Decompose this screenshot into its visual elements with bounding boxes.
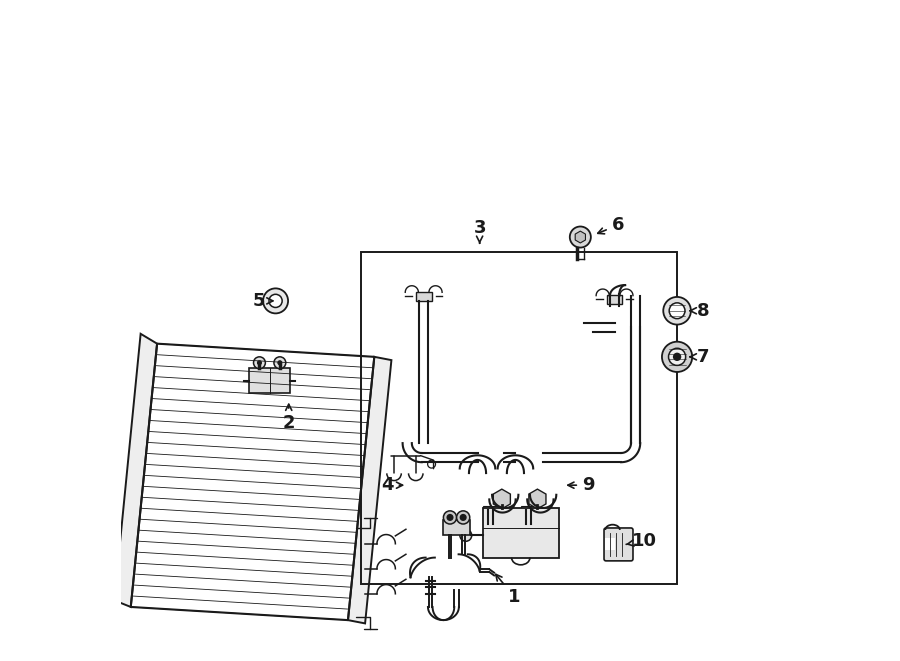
Circle shape <box>460 529 472 541</box>
Bar <box>482 518 499 524</box>
Circle shape <box>254 357 266 369</box>
Text: 8: 8 <box>690 302 710 320</box>
Circle shape <box>274 357 286 369</box>
Bar <box>249 368 290 393</box>
Circle shape <box>428 460 436 468</box>
Text: 6: 6 <box>598 216 624 234</box>
Text: 7: 7 <box>690 348 710 366</box>
Polygon shape <box>114 334 158 607</box>
Circle shape <box>278 361 282 365</box>
Bar <box>444 520 470 535</box>
Circle shape <box>663 297 691 325</box>
Circle shape <box>662 342 692 372</box>
Bar <box>416 292 432 301</box>
Circle shape <box>447 515 453 520</box>
Text: 5: 5 <box>253 292 273 310</box>
Text: 3: 3 <box>473 219 486 243</box>
FancyBboxPatch shape <box>604 528 633 561</box>
Circle shape <box>674 354 680 360</box>
Text: 10: 10 <box>626 532 657 550</box>
Circle shape <box>670 303 685 319</box>
Bar <box>521 506 536 512</box>
Circle shape <box>269 294 283 307</box>
Bar <box>482 506 499 512</box>
Circle shape <box>456 511 470 524</box>
Polygon shape <box>348 357 392 623</box>
Text: 4: 4 <box>382 476 402 494</box>
Bar <box>361 252 677 584</box>
Circle shape <box>570 227 591 248</box>
Bar <box>607 295 623 304</box>
Text: 9: 9 <box>568 476 595 494</box>
Bar <box>483 508 559 558</box>
Bar <box>605 538 616 550</box>
Circle shape <box>669 348 686 366</box>
Text: 2: 2 <box>283 405 295 432</box>
Circle shape <box>444 511 456 524</box>
Text: 1: 1 <box>496 574 521 606</box>
Circle shape <box>461 515 466 520</box>
Circle shape <box>263 288 288 313</box>
Circle shape <box>257 361 261 365</box>
Bar <box>521 518 536 524</box>
